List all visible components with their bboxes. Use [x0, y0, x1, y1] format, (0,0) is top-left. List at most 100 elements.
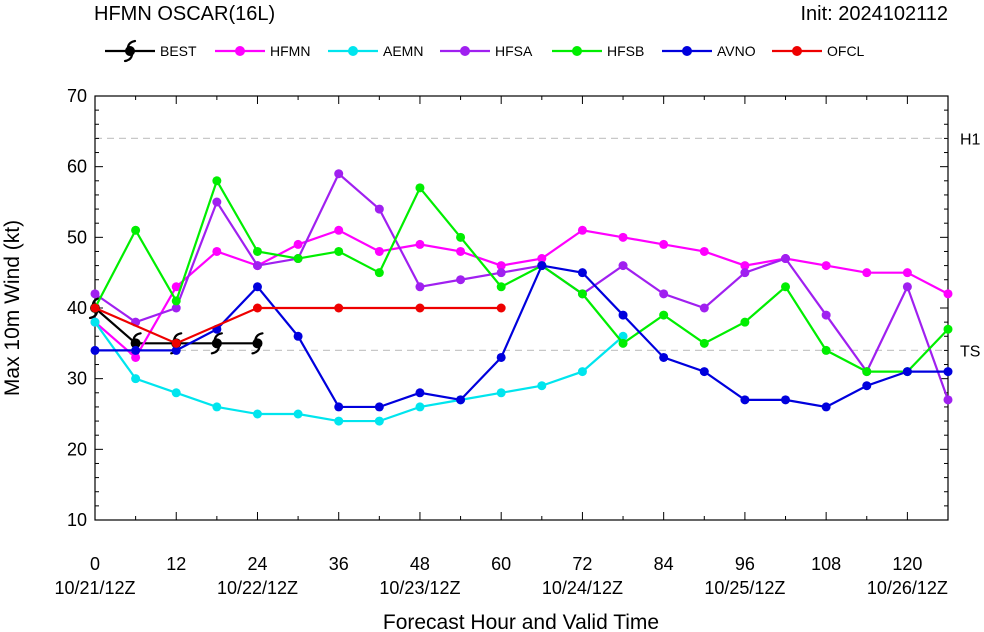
- data-point-ofcl: [415, 303, 425, 313]
- y-tick-label: 30: [67, 369, 87, 389]
- best-track-marker-core: [125, 46, 135, 56]
- data-point-hfmn: [618, 232, 628, 242]
- x-tick-label: 48: [410, 554, 430, 574]
- data-point-aemn: [293, 409, 303, 419]
- data-point-hfsb: [293, 254, 303, 264]
- data-point-hfmn: [171, 282, 181, 292]
- data-point-hfmn: [374, 246, 384, 256]
- data-point-hfmn: [862, 268, 872, 278]
- data-point-hfsb: [862, 367, 872, 377]
- legend: BEST HFMN AEMN HFSA HFSB AVNO OFCL: [105, 39, 865, 63]
- legend-label: BEST: [160, 43, 197, 59]
- best-track-marker-arm: [210, 346, 220, 355]
- data-point-hfmn: [415, 239, 425, 249]
- series-line-hfsa: [94, 171, 950, 401]
- best-track-marker-arm: [251, 346, 261, 355]
- data-point-hfmn: [740, 261, 750, 271]
- y-tick-label: 70: [67, 86, 87, 106]
- data-point-hfsa: [496, 268, 506, 278]
- data-point-hfmn: [496, 261, 506, 271]
- series-line-hfsb: [94, 178, 949, 373]
- legend-item-hfsa: HFSA: [440, 43, 533, 59]
- legend-marker: [235, 46, 245, 56]
- data-point-aemn: [496, 388, 506, 398]
- data-point-avno: [943, 367, 953, 377]
- series-hfsb: [90, 176, 953, 377]
- data-point-avno: [781, 395, 791, 405]
- legend-label: HFMN: [270, 43, 310, 59]
- y-tick-label: 50: [67, 227, 87, 247]
- data-point-hfsa: [90, 289, 100, 299]
- x-tick-label: 24: [247, 554, 267, 574]
- best-track-marker-core: [252, 338, 263, 349]
- data-point-hfsb: [821, 345, 831, 355]
- series-avno: [90, 261, 953, 412]
- data-point-hfsb: [334, 246, 344, 256]
- legend-label: HFSA: [495, 43, 533, 59]
- legend-item-hfsb: HFSB: [552, 43, 644, 59]
- y-tick-label: 10: [67, 510, 87, 530]
- data-point-avno: [252, 282, 262, 292]
- data-point-hfmn: [212, 246, 222, 256]
- reference-line-label: H1: [960, 131, 981, 148]
- data-point-avno: [740, 395, 750, 405]
- data-point-ofcl: [252, 303, 262, 313]
- legend-label: OFCL: [827, 43, 865, 59]
- data-point-ofcl: [171, 338, 181, 348]
- data-point-hfsb: [374, 268, 384, 278]
- legend-marker: [792, 46, 802, 56]
- reference-line-label: TS: [960, 343, 980, 360]
- series-line-hfmn: [94, 229, 949, 360]
- data-point-avno: [821, 402, 831, 412]
- data-point-hfmn: [456, 246, 466, 256]
- data-point-hfmn: [537, 254, 547, 264]
- x-axis-title: Forecast Hour and Valid Time: [383, 611, 659, 632]
- series-line-aemn: [94, 321, 624, 423]
- data-point-avno: [537, 261, 547, 271]
- y-tick-label: 60: [67, 157, 87, 177]
- data-point-aemn: [90, 317, 100, 327]
- data-point-hfsa: [699, 303, 709, 313]
- legend-marker: [682, 46, 692, 56]
- best-track-marker-arm: [88, 310, 99, 320]
- data-point-hfsb: [618, 338, 628, 348]
- data-point-aemn: [537, 381, 547, 391]
- data-point-hfsb: [781, 282, 791, 292]
- y-tick-label: 20: [67, 439, 87, 459]
- best-track-marker-core: [130, 338, 141, 349]
- data-point-avno: [293, 331, 303, 341]
- data-point-hfsa: [415, 282, 425, 292]
- data-point-hfmn: [699, 246, 709, 256]
- best-track-marker: [251, 332, 264, 355]
- data-point-aemn: [577, 367, 587, 377]
- data-point-hfsa: [821, 310, 831, 320]
- data-point-hfsa: [212, 197, 222, 207]
- y-tick-label: 40: [67, 298, 87, 318]
- x-tick-label: 0: [90, 554, 100, 574]
- data-point-hfmn: [659, 239, 669, 249]
- data-point-hfsa: [456, 275, 466, 285]
- best-track-marker-arm: [213, 332, 223, 341]
- data-point-hfsa: [374, 204, 384, 214]
- data-point-ofcl: [90, 303, 100, 313]
- series-ofcl: [90, 303, 506, 348]
- x-tick-label: 108: [811, 554, 841, 574]
- data-point-aemn: [252, 409, 262, 419]
- chart-title: HFMN OSCAR(16L): [94, 3, 275, 25]
- data-point-avno: [577, 268, 587, 278]
- best-track-marker-arm: [123, 53, 134, 63]
- data-point-aemn: [374, 416, 384, 426]
- data-point-avno: [862, 381, 872, 391]
- x-tick-label: 72: [572, 554, 592, 574]
- data-point-hfmn: [821, 261, 831, 271]
- data-point-hfsb: [943, 324, 953, 334]
- x-tick-label: 84: [654, 554, 674, 574]
- legend-label: AVNO: [717, 43, 756, 59]
- data-point-hfsb: [456, 232, 466, 242]
- data-point-hfsb: [699, 338, 709, 348]
- best-track-marker-arm: [126, 39, 137, 49]
- data-point-hfsa: [781, 254, 791, 264]
- best-track-marker: [210, 332, 223, 355]
